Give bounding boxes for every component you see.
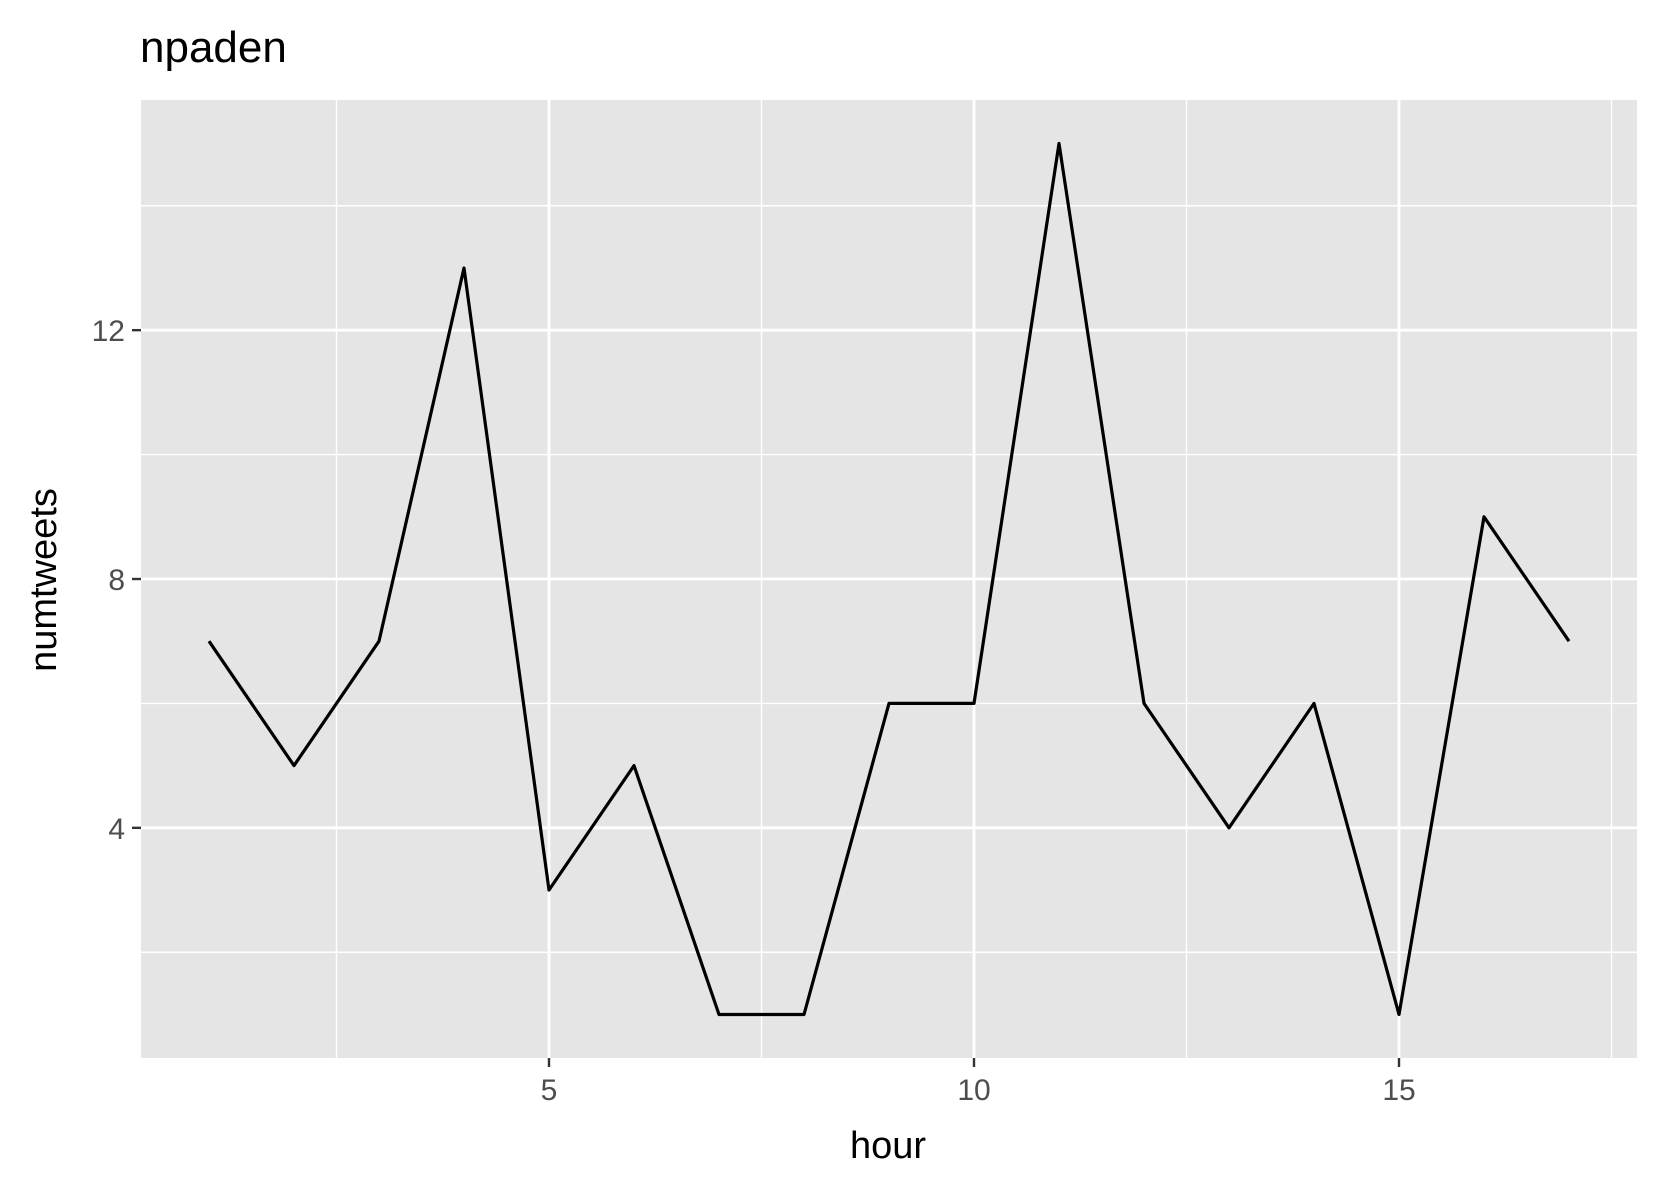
y-tick-label: 12 bbox=[92, 315, 125, 348]
x-axis-ticks: 5 10 15 bbox=[541, 1058, 1416, 1107]
y-axis-title: numtweets bbox=[23, 488, 65, 672]
x-tick-label: 15 bbox=[1382, 1074, 1415, 1107]
x-tick-label: 5 bbox=[541, 1074, 558, 1107]
series-line bbox=[207, 141, 1571, 1017]
major-gridlines bbox=[141, 100, 1637, 1058]
x-tick-label: 10 bbox=[957, 1074, 990, 1107]
chart-title: npaden bbox=[140, 23, 287, 72]
y-axis-ticks: 4 8 12 bbox=[92, 315, 141, 846]
y-tick-label: 4 bbox=[108, 813, 125, 846]
y-tick-label: 8 bbox=[108, 564, 125, 597]
x-axis-title: hour bbox=[850, 1125, 926, 1167]
